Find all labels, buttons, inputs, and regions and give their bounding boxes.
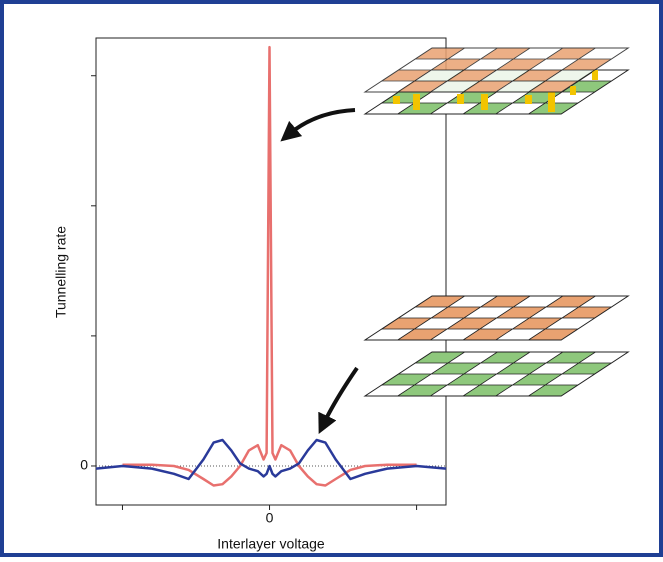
arrow xyxy=(288,110,355,135)
plot-area: 00 xyxy=(80,47,446,526)
series-line xyxy=(96,440,446,479)
bilayer-coupled xyxy=(365,48,628,114)
chart: Tunnelling rate Interlayer voltage 00 xyxy=(0,0,663,557)
x-axis-title: Interlayer voltage xyxy=(217,536,325,552)
y-tick-label: 0 xyxy=(80,457,88,473)
y-axis-title: Tunnelling rate xyxy=(53,226,69,318)
page: Tunnelling rate Interlayer voltage 00 ((… xyxy=(0,0,663,562)
arrow xyxy=(323,368,357,425)
bilayer-separated xyxy=(365,296,628,396)
x-tick-label: 0 xyxy=(266,510,274,526)
